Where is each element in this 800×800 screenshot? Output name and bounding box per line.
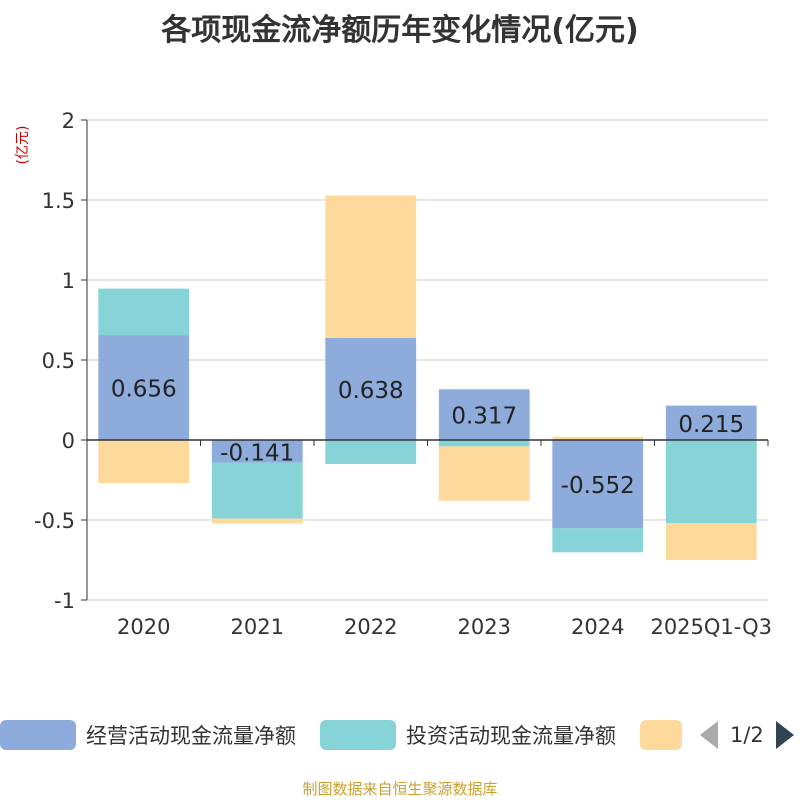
bar-operating bbox=[552, 440, 644, 529]
legend-swatch-operating bbox=[0, 720, 76, 750]
legend-item-operating[interactable]: 经营活动现金流量净额 bbox=[0, 715, 296, 755]
bar-operating bbox=[665, 405, 757, 440]
x-tick-label: 2023 bbox=[458, 615, 511, 639]
data-source-note: 制图数据来自恒生聚源数据库 bbox=[302, 780, 498, 798]
legend-swatch-financing bbox=[640, 720, 682, 750]
legend: 经营活动现金流量净额 投资活动现金流量净额 1/2 bbox=[0, 715, 800, 755]
bar-data-label: -0.552 bbox=[561, 473, 635, 499]
y-tick-label: 0 bbox=[62, 429, 75, 453]
legend-item-investing[interactable]: 投资活动现金流量净额 bbox=[320, 715, 616, 755]
y-tick-label: 1 bbox=[62, 269, 75, 293]
bar-financing bbox=[665, 523, 757, 560]
x-tick-label: 2025Q1-Q3 bbox=[650, 615, 772, 639]
legend-item-financing[interactable] bbox=[640, 715, 692, 755]
bar-financing bbox=[211, 518, 303, 524]
bar-financing bbox=[552, 436, 644, 440]
y-tick-label: 0.5 bbox=[42, 349, 75, 373]
bar-investing bbox=[552, 528, 644, 553]
legend-next-page-icon[interactable] bbox=[775, 721, 794, 749]
bar-investing bbox=[211, 462, 303, 519]
bar-financing bbox=[325, 195, 417, 338]
bar-operating bbox=[211, 440, 303, 463]
bar-investing bbox=[98, 288, 190, 336]
bar-data-label: 0.215 bbox=[678, 412, 744, 438]
bar-operating bbox=[325, 337, 417, 440]
x-tick-label: 2024 bbox=[571, 615, 624, 639]
legend-label-operating: 经营活动现金流量净额 bbox=[86, 724, 296, 748]
bar-investing bbox=[438, 440, 530, 447]
bar-operating bbox=[438, 389, 530, 440]
legend-prev-page-icon[interactable] bbox=[700, 721, 718, 749]
bar-financing bbox=[438, 446, 530, 501]
bar-data-label: -0.141 bbox=[220, 440, 294, 466]
bar-financing bbox=[98, 440, 190, 484]
bar-investing bbox=[325, 440, 417, 464]
y-tick-label: 2 bbox=[62, 109, 75, 133]
bar-data-label: 0.317 bbox=[451, 404, 517, 430]
bar-data-label: 0.656 bbox=[111, 377, 177, 403]
y-tick-label: -0.5 bbox=[34, 509, 75, 533]
x-tick-label: 2022 bbox=[344, 615, 397, 639]
legend-page-indicator: 1/2 bbox=[730, 723, 764, 747]
x-tick-label: 2021 bbox=[231, 615, 284, 639]
bar-data-label: 0.638 bbox=[338, 378, 404, 404]
y-axis-unit-label: (亿元) bbox=[15, 126, 31, 165]
legend-swatch-investing bbox=[320, 720, 396, 750]
y-tick-label: 1.5 bbox=[42, 189, 75, 213]
chart-title: 各项现金流净额历年变化情况(亿元) bbox=[161, 13, 639, 48]
legend-pager: 1/2 bbox=[700, 715, 794, 755]
y-tick-label: -1 bbox=[54, 589, 75, 613]
legend-label-investing: 投资活动现金流量净额 bbox=[406, 724, 616, 748]
x-tick-label: 2020 bbox=[117, 615, 170, 639]
bar-operating bbox=[98, 335, 190, 440]
bar-investing bbox=[665, 440, 757, 524]
